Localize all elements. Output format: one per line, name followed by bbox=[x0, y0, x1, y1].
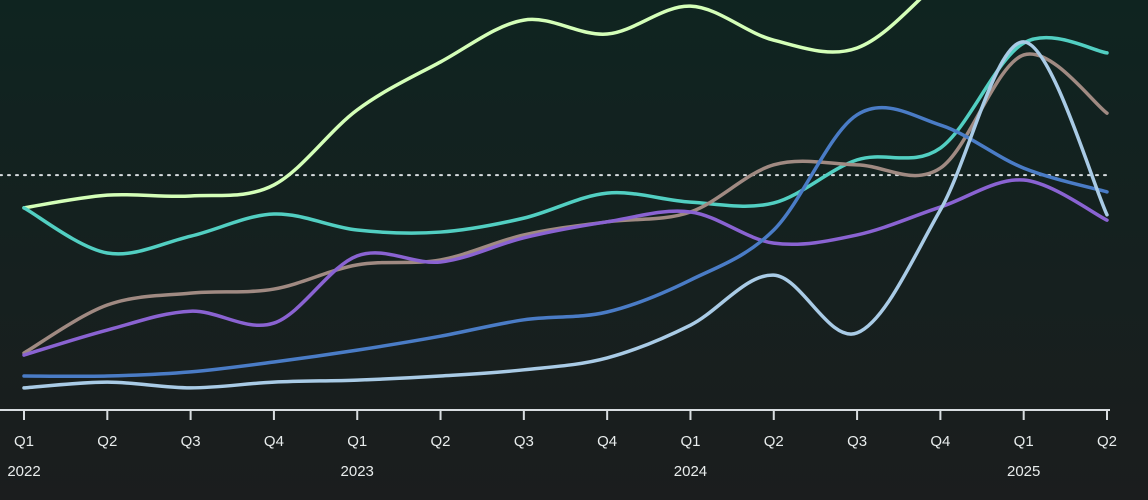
plot-area bbox=[0, 0, 1111, 390]
x-tick-label: Q1 bbox=[1014, 433, 1034, 450]
series-line bbox=[22, 105, 1109, 379]
x-tick-label: Q3 bbox=[181, 433, 201, 450]
x-tick-label: Q3 bbox=[514, 433, 534, 450]
x-tick-label: Q2 bbox=[764, 433, 784, 450]
year-label: 2023 bbox=[341, 463, 374, 480]
series-line bbox=[22, 40, 1109, 390]
x-tick-label: Q4 bbox=[264, 433, 284, 450]
series-line bbox=[22, 0, 922, 210]
series-line bbox=[22, 36, 1109, 256]
x-tick-label: Q2 bbox=[1097, 433, 1117, 450]
x-tick-label: Q3 bbox=[847, 433, 867, 450]
x-tick-label: Q1 bbox=[347, 433, 367, 450]
x-tick-label: Q2 bbox=[97, 433, 117, 450]
x-tick-label: Q4 bbox=[930, 433, 950, 450]
year-label: 2022 bbox=[7, 463, 40, 480]
x-tick-label: Q2 bbox=[431, 433, 451, 450]
year-label: 2024 bbox=[674, 463, 707, 480]
series-line bbox=[22, 178, 1109, 357]
x-tick-label: Q1 bbox=[14, 433, 34, 450]
year-label: 2025 bbox=[1007, 463, 1040, 480]
x-tick-label: Q1 bbox=[680, 433, 700, 450]
x-tick-label: Q4 bbox=[597, 433, 617, 450]
